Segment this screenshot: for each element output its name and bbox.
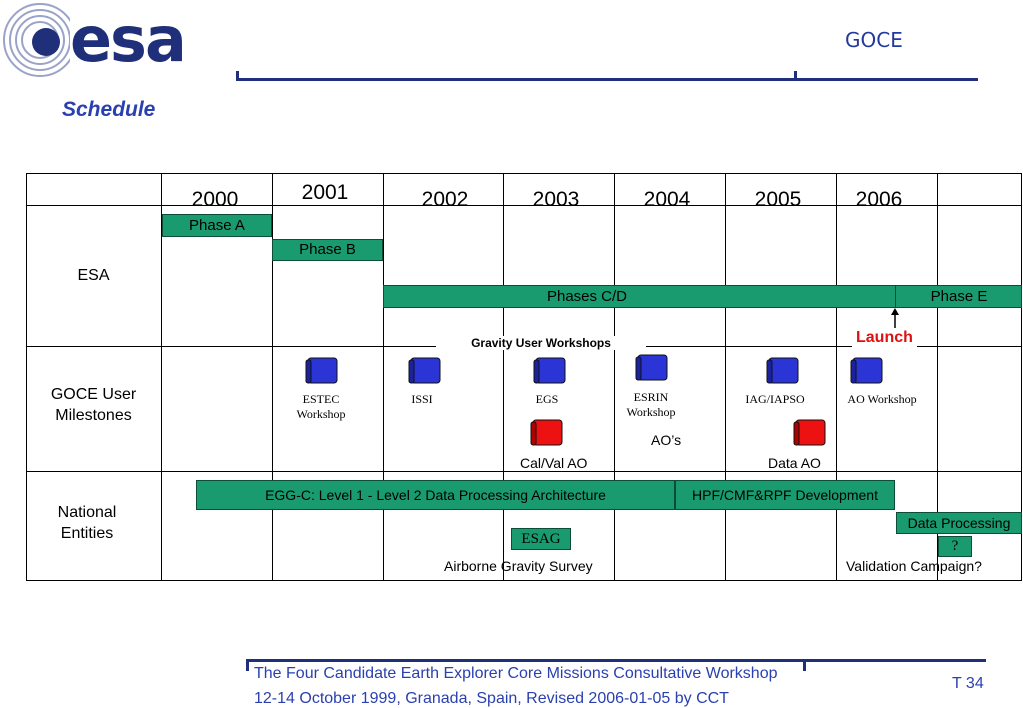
issi-label: ISSI: [411, 392, 433, 406]
page-number: T 34: [952, 675, 984, 692]
row-label-goce-line2: Milestones: [55, 407, 132, 424]
grid-line: [26, 173, 1022, 174]
phase-e-label: Phase E: [930, 288, 988, 305]
header-rule-tick-mid: [794, 71, 797, 81]
egs-label: EGS: [535, 392, 559, 406]
grid-line: [26, 173, 27, 581]
row-label-goce: GOCE User Milestones: [26, 384, 161, 426]
scroll-icon-estec: [305, 357, 338, 384]
phase-b-bar: Phase B: [272, 239, 383, 261]
scroll-icon-calval: [530, 419, 563, 446]
esa-logo-text: esa: [70, 3, 187, 76]
phases-cd-label: Phases C/D: [546, 288, 628, 305]
grid-line: [383, 173, 384, 581]
grid-line: [503, 173, 504, 581]
gravity-workshops-label: Gravity User Workshops: [436, 336, 646, 350]
grid-line: [26, 471, 1022, 472]
year-2005: 2005: [754, 188, 802, 211]
grid-line: [26, 580, 1022, 581]
footer-rule: [246, 659, 986, 662]
grid-line: [836, 173, 837, 581]
data-processing-bar: Data Processing: [896, 512, 1022, 534]
year-2000: 2000: [191, 188, 239, 211]
mission-title: GOCE: [845, 28, 903, 52]
esrin-label-line2: Workshop: [626, 405, 676, 419]
estec-workshop-label: ESTEC Workshop: [286, 392, 356, 422]
row-label-national: National Entities: [22, 502, 152, 544]
year-2001: 2001: [301, 181, 349, 204]
launch-arrow-icon: [891, 308, 899, 328]
estec-label-line1: ESTEC: [302, 392, 340, 406]
esag-bar: ESAG: [511, 528, 571, 550]
year-2002: 2002: [421, 188, 469, 211]
grid-line: [937, 173, 938, 581]
row-label-goce-line1: GOCE User: [50, 386, 137, 403]
aos-label: AO’s: [651, 432, 682, 448]
estec-label-line2: Workshop: [296, 407, 346, 421]
row-label-esa: ESA: [77, 267, 110, 284]
airborne-survey-label: Airborne Gravity Survey: [444, 558, 593, 574]
scroll-icon-issi: [408, 357, 441, 384]
scroll-icon-egs: [533, 357, 566, 384]
scroll-icon-data-ao: [793, 419, 826, 446]
grid-line: [26, 205, 1022, 206]
hpf-development-bar: HPF/CMF&RPF Development: [675, 480, 895, 510]
calval-ao-label: Cal/Val AO: [520, 455, 588, 471]
egg-c-bar: EGG-C: Level 1 - Level 2 Data Processing…: [196, 480, 675, 510]
scroll-icon-esrin: [635, 354, 668, 381]
iag-iapso-label: IAG/IAPSO: [745, 392, 805, 406]
grid-line: [1021, 173, 1022, 581]
footer-rule-tick-mid: [803, 659, 806, 671]
esrin-workshop-label: ESRIN Workshop: [616, 390, 686, 420]
row-label-national-line1: National: [57, 504, 117, 521]
grid-line: [725, 173, 726, 581]
grid-line: [161, 173, 162, 581]
launch-label: Launch: [852, 329, 917, 347]
page-title: Schedule: [62, 98, 156, 121]
scroll-icon-ao-workshop: [850, 357, 883, 384]
phase-a-bar: Phase A: [162, 214, 272, 237]
data-ao-label: Data AO: [768, 455, 821, 471]
phases-bar-row: [383, 285, 1022, 308]
year-2006: 2006: [855, 188, 903, 211]
phase-divider: [895, 285, 896, 308]
footer-rule-tick-left: [246, 659, 249, 671]
footer-line-2: 12-14 October 1999, Granada, Spain, Revi…: [254, 690, 729, 707]
header-rule: [238, 78, 978, 81]
row-label-national-line2: Entities: [60, 525, 114, 542]
year-2003: 2003: [532, 188, 580, 211]
validation-campaign-label: Validation Campaign?: [846, 558, 982, 574]
ao-workshop-label: AO Workshop: [847, 392, 917, 406]
esa-logo-icon: [3, 3, 70, 77]
question-bar: ?: [938, 536, 972, 557]
esrin-label-line1: ESRIN: [633, 390, 669, 404]
year-2004: 2004: [643, 188, 691, 211]
header-rule-tick-left: [236, 71, 239, 81]
footer-line-1: The Four Candidate Earth Explorer Core M…: [254, 665, 778, 682]
grid-line: [614, 173, 615, 581]
grid-line: [272, 173, 273, 581]
scroll-icon-iag: [766, 357, 799, 384]
